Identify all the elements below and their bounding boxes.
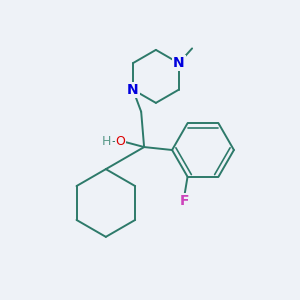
Text: F: F (180, 194, 189, 208)
Text: H: H (102, 135, 111, 148)
Text: -: - (112, 135, 116, 148)
Text: N: N (127, 82, 139, 97)
Text: O: O (116, 135, 125, 148)
Text: N: N (173, 56, 185, 70)
